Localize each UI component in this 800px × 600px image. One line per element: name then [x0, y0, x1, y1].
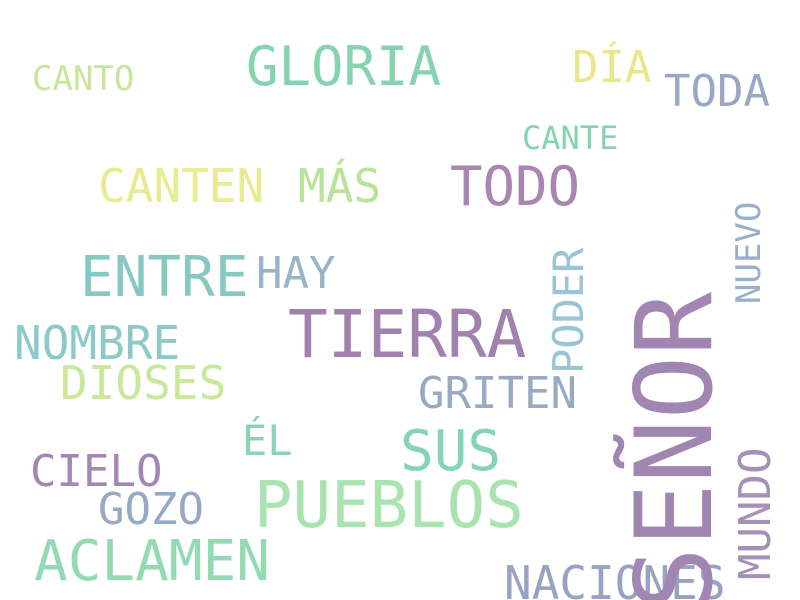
word-canten: CANTEN: [98, 159, 265, 213]
word-el: ÉL: [242, 416, 293, 465]
word-senor: SEÑOR: [613, 291, 736, 600]
word-naciones: NACIONES: [504, 556, 726, 600]
word-cante: CANTE: [522, 119, 619, 157]
word-aclamen: ACLAMEN: [34, 529, 271, 594]
word-dioses: DIOSES: [60, 356, 227, 410]
word-mundo: MUNDO: [730, 447, 781, 580]
word-cielo: CIELO: [30, 446, 163, 497]
word-todo: TODO: [450, 155, 581, 218]
word-hay: HAY: [256, 248, 336, 299]
word-nombre: NOMBRE: [14, 316, 181, 370]
word-gozo: GOZO: [98, 484, 204, 535]
word-griten: GRITEN: [418, 368, 577, 419]
word-nuevo: NUEVO: [729, 201, 769, 304]
word-sus: SUS: [400, 419, 502, 484]
word-gloria: GLORIA: [246, 35, 442, 98]
word-canto: CANTO: [32, 59, 135, 99]
word-pueblos: PUEBLOS: [254, 469, 524, 543]
word-tierra: TIERRA: [288, 296, 527, 373]
word-toda: TODA: [664, 66, 770, 117]
word-poder: PODER: [544, 247, 593, 374]
word-entre: ENTRE: [80, 245, 249, 310]
word-mas: MÁS: [298, 159, 382, 213]
word-dia: DÍA: [572, 42, 652, 93]
